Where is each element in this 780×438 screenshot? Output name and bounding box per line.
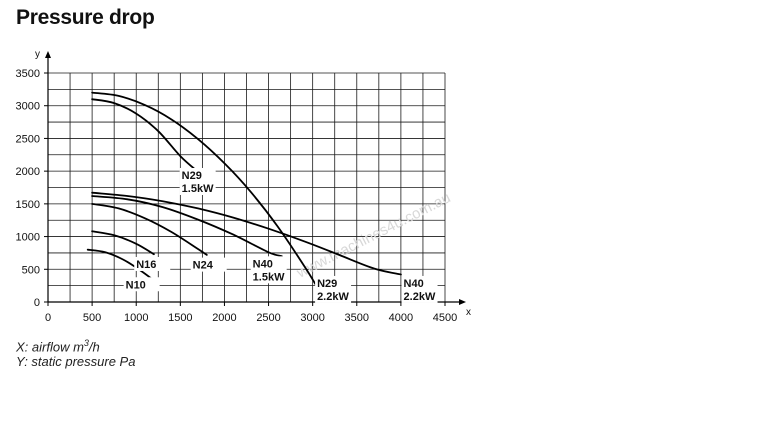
curve-label-power: 1.5kW: [253, 271, 285, 283]
x-note-suffix: /h: [88, 339, 100, 355]
curve-label-backing: [190, 257, 227, 272]
curve-label-model: N29: [182, 170, 202, 182]
x-tick-label: 3000: [300, 312, 324, 324]
x-tick-label: 500: [83, 312, 101, 324]
y-axis-arrow: [45, 51, 51, 58]
curve-label-backing: [315, 275, 352, 303]
curve-label-backing: [179, 167, 216, 195]
curve-label-power: 2.2kW: [404, 291, 436, 303]
curve-label-model: N16: [136, 259, 156, 271]
x-tick-label: 1500: [168, 312, 192, 324]
chart-title: Pressure drop: [16, 6, 155, 29]
x-note-prefix: X: airflow m: [16, 339, 84, 355]
curve-n24: [91, 203, 208, 256]
y-tick-label: 2000: [16, 166, 40, 178]
curve-label-backing: [250, 256, 287, 284]
y-tick-label: 500: [22, 264, 40, 276]
curve-label-backing: [134, 256, 171, 271]
x-tick-label: 4500: [433, 312, 457, 324]
x-tick-label: 1000: [124, 312, 148, 324]
x-tick-label: 2500: [256, 312, 280, 324]
y-tick-label: 1000: [16, 232, 40, 244]
axes: [45, 51, 466, 305]
curve-label-power: 1.5kW: [182, 183, 214, 195]
x-note-sup: 3: [83, 338, 89, 348]
y-tick-label: 0: [34, 297, 40, 309]
y-tick-label: 3000: [16, 101, 40, 113]
y-tick-label: 3500: [16, 68, 40, 80]
curve-n40a: [91, 191, 402, 276]
y-tick-label: 2500: [16, 133, 40, 145]
x-axis-arrow: [459, 299, 466, 305]
x-tick-label: 2000: [212, 312, 236, 324]
grid: [48, 72, 446, 302]
curve-label-backing: [123, 277, 160, 292]
curve-label-backing: [401, 275, 438, 303]
y-tick-label: 1500: [16, 199, 40, 211]
y-axis-name: y: [35, 49, 40, 60]
curve-label-model: N10: [126, 279, 146, 291]
curve-label-model: N40: [404, 278, 424, 290]
curve-label-model: N29: [317, 278, 337, 290]
tick-labels: 0 500 1000 1500 2000 2500 3000 3500 4000 4500 0 500…: [16, 68, 458, 324]
curve-n29a: [91, 91, 318, 288]
x-tick-label: 4000: [389, 312, 413, 324]
curve-n40b: [91, 195, 283, 258]
x-tick-label: 0: [45, 312, 51, 324]
x-axis-note: X: airflow m3/h: [16, 338, 100, 354]
curve-label-model: N40: [253, 258, 273, 270]
curve-label-power: 2.2kW: [317, 291, 349, 303]
curves: [86, 91, 402, 288]
x-axis-name: x: [466, 307, 471, 318]
curve-label-model: N24: [193, 260, 214, 272]
curve-n29b: [91, 98, 199, 173]
curve-n10: [86, 248, 155, 282]
curve-n16: [91, 230, 155, 256]
x-tick-label: 3500: [345, 312, 369, 324]
y-axis-note: Y: static pressure Pa: [16, 354, 136, 369]
